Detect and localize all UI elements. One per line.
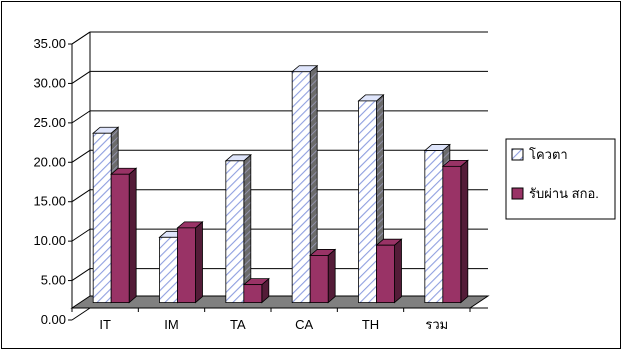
y-tick-label: 25.00 [33, 115, 66, 130]
grid-diagonal [71, 149, 91, 163]
bar-IT-passed [110, 167, 138, 304]
bar-front [110, 173, 130, 303]
legend-label: รับผ่าน สกอ. [529, 186, 599, 201]
grid-diagonal [71, 71, 91, 84]
y-tick-label: 20.00 [33, 154, 66, 169]
bar-CA-passed [309, 248, 337, 304]
x-tick-label: รวม [425, 317, 448, 332]
grid-diagonal [71, 228, 91, 242]
bar-front [442, 165, 462, 304]
y-tick-label: 10.00 [33, 233, 66, 248]
bar-front [177, 227, 196, 304]
bar-front [376, 244, 395, 304]
bar-TA-passed [242, 277, 270, 304]
y-tick-label: 30.00 [33, 75, 66, 90]
grid-diagonal [71, 268, 91, 281]
x-tick-label: IT [99, 317, 111, 332]
bar-side [195, 220, 203, 304]
y-axis: 0.00 5.00 10.00 15.00 20.00 25.00 30.00 35.00 [33, 36, 73, 327]
x-tick-label: CA [295, 317, 313, 332]
bar-IM-passed [176, 220, 204, 304]
bar-side [460, 159, 469, 304]
y-tick-label: 35.00 [33, 36, 66, 51]
legend-label: โควตา [529, 147, 568, 162]
legend-swatch [511, 187, 524, 200]
bar-TA-quota [224, 153, 252, 304]
y-tick-label: 5.00 [41, 273, 66, 288]
bar-front [225, 160, 245, 303]
bar-front [92, 132, 112, 304]
bar-side [128, 167, 137, 304]
bar-CA-quota [291, 64, 319, 304]
legend-box [505, 138, 616, 220]
bar-front [291, 71, 311, 304]
bars [92, 64, 469, 304]
x-tick-label: TH [362, 317, 379, 332]
bar-front [159, 236, 178, 304]
bar-รวม-passed [441, 159, 469, 304]
bar-side [394, 238, 402, 304]
grid-diagonal [71, 31, 91, 45]
y-tick-label: 15.00 [33, 194, 66, 209]
bar-front [309, 255, 329, 303]
x-tick-label: IM [164, 317, 178, 332]
y-tick-label: 0.00 [41, 312, 66, 327]
x-tick-label: TA [230, 317, 246, 332]
bar-TH-passed [375, 238, 403, 304]
bar-front [243, 284, 263, 303]
grid-diagonal [71, 110, 91, 124]
legend-swatch [511, 148, 524, 161]
grid-diagonal [71, 189, 91, 203]
x-axis: IT IM TA CA TH รวม [71, 307, 471, 332]
bar-front [358, 100, 377, 303]
bar-front [424, 150, 444, 304]
bar-side [327, 248, 336, 304]
grid-diagonal [71, 307, 91, 321]
